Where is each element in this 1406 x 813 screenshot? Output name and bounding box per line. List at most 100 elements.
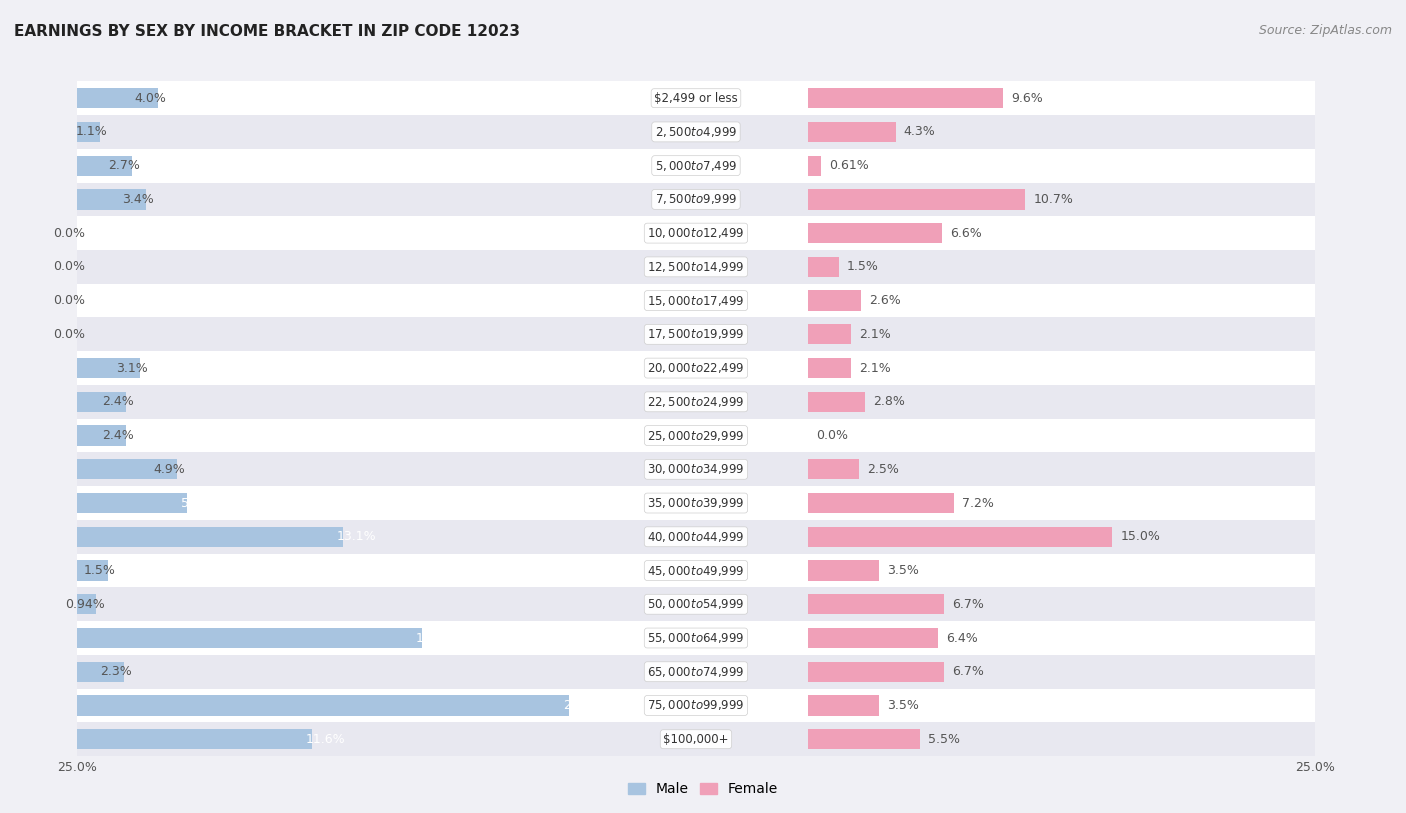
Text: 5.5%: 5.5% xyxy=(928,733,960,746)
Text: 2.8%: 2.8% xyxy=(873,395,905,408)
Bar xyxy=(808,722,1315,756)
Bar xyxy=(808,358,851,378)
Bar xyxy=(583,216,808,250)
Legend: Male, Female: Male, Female xyxy=(623,777,783,802)
Bar xyxy=(808,695,879,715)
Text: $30,000 to $34,999: $30,000 to $34,999 xyxy=(647,463,745,476)
Bar xyxy=(77,392,127,412)
Bar xyxy=(77,155,132,176)
Bar xyxy=(583,250,808,284)
Text: 2.1%: 2.1% xyxy=(859,328,891,341)
Bar xyxy=(77,216,583,250)
Text: 5.4%: 5.4% xyxy=(180,497,212,510)
Text: 15.0%: 15.0% xyxy=(1121,530,1160,543)
Bar xyxy=(77,594,97,615)
Bar xyxy=(77,459,177,480)
Bar xyxy=(808,182,1315,216)
Bar xyxy=(808,284,1315,317)
Bar xyxy=(808,419,1315,452)
Text: 6.6%: 6.6% xyxy=(950,227,981,240)
Bar xyxy=(583,587,808,621)
Bar xyxy=(77,115,583,149)
Bar xyxy=(77,655,583,689)
Bar xyxy=(808,155,821,176)
Bar xyxy=(77,493,187,513)
Text: 2.5%: 2.5% xyxy=(868,463,898,476)
Bar xyxy=(77,729,312,750)
Bar xyxy=(808,257,839,277)
Text: 4.9%: 4.9% xyxy=(153,463,184,476)
Text: 9.6%: 9.6% xyxy=(1011,92,1043,105)
Bar xyxy=(77,81,583,115)
Text: 2.7%: 2.7% xyxy=(108,159,141,172)
Bar xyxy=(808,189,1025,210)
Text: 7.2%: 7.2% xyxy=(962,497,994,510)
Text: $5,000 to $7,499: $5,000 to $7,499 xyxy=(655,159,737,172)
Bar xyxy=(808,520,1315,554)
Text: $22,500 to $24,999: $22,500 to $24,999 xyxy=(647,395,745,409)
Bar xyxy=(583,182,808,216)
Text: 11.6%: 11.6% xyxy=(307,733,346,746)
Text: $2,499 or less: $2,499 or less xyxy=(654,92,738,105)
Text: $12,500 to $14,999: $12,500 to $14,999 xyxy=(647,260,745,274)
Bar xyxy=(77,250,583,284)
Bar xyxy=(808,587,1315,621)
Bar xyxy=(808,392,865,412)
Bar xyxy=(77,149,583,182)
Bar xyxy=(808,662,943,682)
Text: 2.4%: 2.4% xyxy=(103,429,134,442)
Bar xyxy=(583,81,808,115)
Text: 4.0%: 4.0% xyxy=(135,92,166,105)
Bar xyxy=(808,554,1315,587)
Text: 0.0%: 0.0% xyxy=(53,227,86,240)
Bar xyxy=(583,621,808,655)
Bar xyxy=(77,695,569,715)
Text: 2.3%: 2.3% xyxy=(100,665,132,678)
Text: 13.1%: 13.1% xyxy=(336,530,377,543)
Bar xyxy=(77,722,583,756)
Text: $17,500 to $19,999: $17,500 to $19,999 xyxy=(647,328,745,341)
Bar xyxy=(77,662,124,682)
Bar xyxy=(808,81,1315,115)
Bar xyxy=(583,655,808,689)
Bar xyxy=(808,216,1315,250)
Bar xyxy=(808,122,896,142)
Bar xyxy=(77,385,583,419)
Bar xyxy=(77,425,127,446)
Bar xyxy=(808,324,851,345)
Text: 10.7%: 10.7% xyxy=(1033,193,1073,206)
Bar xyxy=(77,527,343,547)
Bar xyxy=(808,351,1315,385)
Bar xyxy=(808,486,1315,520)
Bar xyxy=(808,452,1315,486)
Bar xyxy=(808,149,1315,182)
Text: 3.5%: 3.5% xyxy=(887,699,920,712)
Text: 24.3%: 24.3% xyxy=(564,699,603,712)
Bar xyxy=(583,520,808,554)
Bar xyxy=(77,587,583,621)
Bar xyxy=(583,351,808,385)
Bar xyxy=(77,317,583,351)
Text: $45,000 to $49,999: $45,000 to $49,999 xyxy=(647,563,745,577)
Text: $25,000 to $29,999: $25,000 to $29,999 xyxy=(647,428,745,442)
Text: $20,000 to $22,499: $20,000 to $22,499 xyxy=(647,361,745,375)
Text: 2.6%: 2.6% xyxy=(869,294,901,307)
Bar xyxy=(583,385,808,419)
Bar xyxy=(77,351,583,385)
Text: 6.4%: 6.4% xyxy=(946,632,979,645)
Bar xyxy=(77,189,146,210)
Text: $10,000 to $12,499: $10,000 to $12,499 xyxy=(647,226,745,240)
Bar xyxy=(77,182,583,216)
Bar xyxy=(808,250,1315,284)
Text: Source: ZipAtlas.com: Source: ZipAtlas.com xyxy=(1258,24,1392,37)
Bar xyxy=(77,122,100,142)
Text: 0.94%: 0.94% xyxy=(65,598,104,611)
Text: 6.7%: 6.7% xyxy=(952,665,984,678)
Bar xyxy=(77,358,141,378)
Text: 3.5%: 3.5% xyxy=(887,564,920,577)
Bar xyxy=(77,628,422,648)
Text: $2,500 to $4,999: $2,500 to $4,999 xyxy=(655,125,737,139)
Bar xyxy=(808,223,942,243)
Text: $35,000 to $39,999: $35,000 to $39,999 xyxy=(647,496,745,510)
Bar xyxy=(77,88,159,108)
